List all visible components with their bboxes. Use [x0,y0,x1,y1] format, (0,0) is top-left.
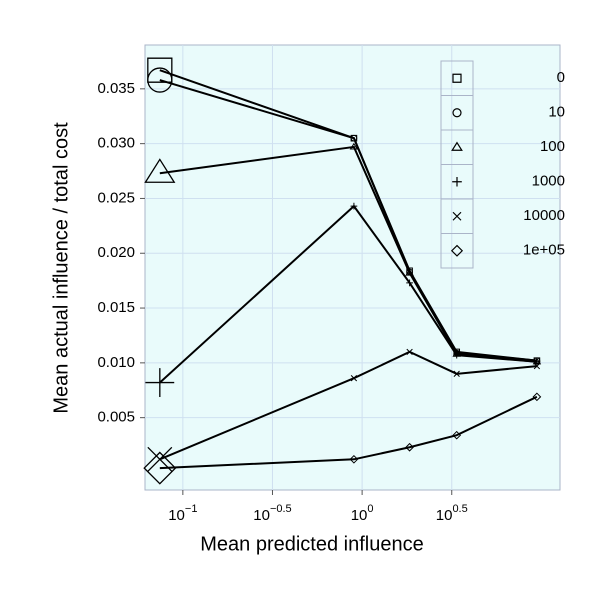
legend-symbol [452,211,462,221]
x-axis-label: Mean predicted influence [200,533,423,555]
point-marker [350,375,358,382]
legend-symbol [450,244,464,257]
legend-symbol [452,108,462,118]
point-marker [453,370,460,377]
y-tick-label: 0.015 [97,299,135,316]
legend-symbol [452,176,462,187]
point-marker [145,368,175,397]
x-tick-label: 100.5 [436,503,468,524]
plot-area [144,44,561,491]
point-marker [533,362,541,370]
y-tick-label: 0.020 [97,244,135,261]
y-tick-label: 0.005 [97,409,135,426]
point-marker [405,268,414,276]
legend-label: 1e+05 [523,242,565,259]
legend-label: 10 [548,104,565,121]
y-tick-label: 0.030 [97,135,135,152]
point-marker [143,451,177,485]
point-marker [406,348,413,356]
x-tick-label: 10−0.5 [253,503,291,524]
y-tick-label: 0.010 [97,354,135,371]
legend-label: 0 [557,69,565,86]
point-marker [349,454,359,464]
point-marker [144,158,176,183]
y-tick-label: 0.035 [97,80,135,97]
point-marker [452,430,462,440]
point-marker [533,357,541,364]
y-tick-label: 0.025 [97,189,135,206]
legend-symbol [451,141,463,151]
x-tick-label: 100 [351,503,374,524]
point-marker [406,279,413,287]
point-marker [532,392,542,402]
series-line [159,395,538,470]
legend-label: 100 [540,138,565,155]
point-marker [147,67,173,93]
y-axis-label: Mean actual influence / total cost [50,122,72,414]
legend-label: 1000 [532,173,565,190]
legend-symbol [452,73,462,83]
point-marker [349,142,359,150]
point-marker [405,442,414,452]
point-marker [350,202,358,210]
x-tick-label: 10−1 [168,503,197,524]
point-marker [350,134,358,142]
point-marker [533,358,541,366]
point-marker [453,351,461,359]
legend-label: 10000 [523,207,565,224]
